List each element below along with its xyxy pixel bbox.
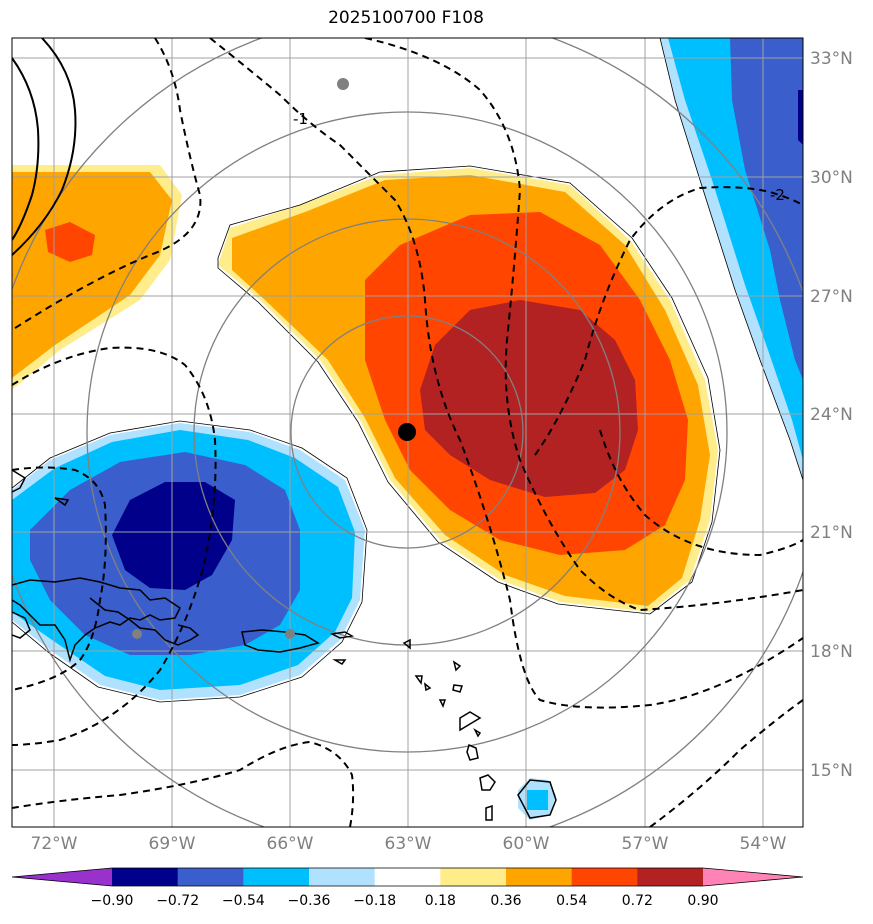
station-marker-north [337,78,349,90]
colorbar-extend-high [703,868,803,886]
colorbar-segment [637,868,704,886]
dashed-contours [12,38,803,827]
solid-contour-1 [12,57,40,241]
colorbar: −0.90 −0.72 −0.54 −0.36 −0.18 0.18 0.36 0.54 0.7… [11,867,804,909]
colorbar-segment [374,868,441,886]
zero-contour-central [217,165,721,615]
map-frame [11,37,804,828]
colorbar-extend-low [12,868,112,886]
lat-label: 21°N [810,523,853,543]
colorbar-tick-label: 0.72 [622,893,653,909]
colorbar-tick-label: −0.72 [156,893,199,909]
colorbar-segment [243,868,310,886]
lon-label: 60°W [503,834,550,854]
cold-blob-south-core [527,790,548,810]
colorbar-tick-label: 0.90 [687,893,718,909]
lon-label: 69°W [149,834,196,854]
colorbar-segment [112,868,179,886]
contour-label-east: -2 [770,186,785,204]
lat-label: 18°N [810,642,853,662]
colorbar-segment [571,868,638,886]
zero-contour-east [659,38,803,481]
zero-contour-southwest [12,420,368,703]
cold-region-east-max [798,90,803,145]
colorbar-tick-label: −0.18 [353,893,396,909]
warm-region-central-peak [420,300,638,497]
lat-label: 15°N [810,761,853,781]
lon-label: 57°W [622,834,669,854]
contour-label-north: -1 [293,110,308,128]
colorbar-tick-label: 0.18 [425,893,456,909]
colorbar-tick-label: −0.90 [91,893,134,909]
lon-label: 66°W [267,834,314,854]
solid-contour-2 [12,38,77,256]
colorbar-segment [440,868,507,886]
warm-region-northwest-peak [45,222,95,262]
colorbar-outline [11,867,804,887]
colorbar-tick-label: 0.54 [556,893,587,909]
colorbar-segment [309,868,376,886]
coastlines [12,469,557,821]
station-marker-west [132,629,142,639]
lon-label: 72°W [31,834,78,854]
warm-region-northwest-core [12,172,172,378]
map-area: -1 -2 [12,38,803,827]
graticule [12,38,803,827]
colorbar-tick-label: −0.54 [222,893,265,909]
colorbar-tick-label: −0.36 [288,893,331,909]
cold-region-east-peak [730,38,803,380]
longitude-labels: 72°W 69°W 66°W 63°W 60°W 57°W 54°W [31,834,787,854]
lon-label: 54°W [740,834,787,854]
colorbar-segment [177,868,244,886]
colorbar-segment [506,868,573,886]
lat-label: 30°N [810,168,853,188]
lat-label: 27°N [810,287,853,307]
lon-label: 63°W [385,834,432,854]
colorbar-tick-label: 0.36 [490,893,521,909]
lat-label: 24°N [810,405,853,425]
storm-center-marker [398,423,416,441]
lat-label: 33°N [810,49,853,69]
map-title: 2025100700 F108 [328,8,484,28]
station-marker-east [285,629,295,639]
latitude-labels: 33°N 30°N 27°N 24°N 21°N 18°N 15°N [810,49,853,781]
